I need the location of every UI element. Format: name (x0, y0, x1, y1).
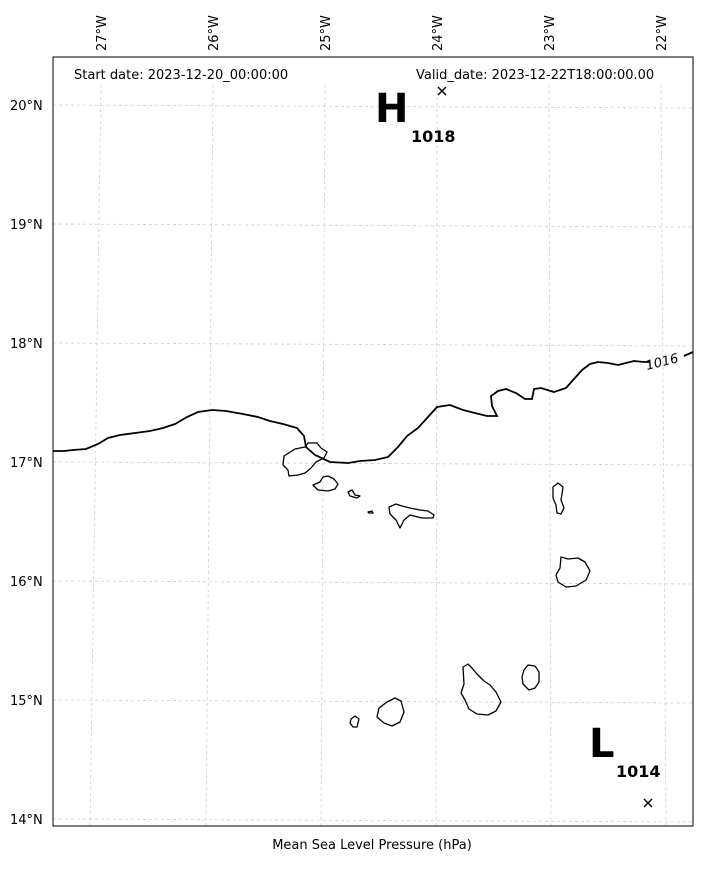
island-raso (367, 510, 374, 514)
island-maio (521, 664, 540, 691)
parallel-15n (52, 699, 694, 704)
lon-label-26w: 26°W (207, 15, 222, 51)
lat-label-14n: 14°N (10, 813, 43, 828)
start-date-label: Start date: 2023-12-20_00:00:00 (74, 68, 288, 83)
island-santiago (460, 663, 502, 716)
isobar-1016-line-tail (683, 351, 694, 357)
isobar-label-1016: 1016 (644, 351, 680, 374)
meridian-25w (320, 84, 326, 827)
lat-label-19n: 19°N (10, 218, 43, 233)
island-sao-vicente (312, 475, 339, 492)
island-boa-vista (555, 556, 591, 588)
island-sal (552, 482, 565, 515)
isobar-1016-line (53, 360, 650, 464)
parallel-17n (52, 461, 694, 466)
parallel-18n (52, 342, 694, 347)
lat-tick-labels: 20°N 19°N 18°N 17°N 16°N 15°N 14°N (10, 99, 43, 828)
lon-label-24w: 24°W (431, 15, 446, 51)
graticule (52, 84, 694, 827)
lon-tick-labels: 27°W 26°W 25°W 24°W 23°W 22°W (95, 15, 670, 51)
lon-label-22w: 22°W (655, 15, 670, 51)
island-santa-luzia (347, 489, 361, 499)
island-brava (349, 715, 360, 728)
parallel-16n (52, 580, 694, 585)
parallel-20n (52, 104, 694, 109)
lat-label-16n: 16°N (10, 575, 43, 590)
low-center-marker-icon (643, 798, 653, 808)
coastlines (282, 442, 591, 728)
lat-label-20n: 20°N (10, 99, 43, 114)
valid-date-label: Valid_date: 2023-12-22T18:00:00.00 (416, 68, 654, 83)
lon-label-23w: 23°W (543, 15, 558, 51)
map-frame (52, 56, 694, 827)
island-santo-antao (282, 442, 328, 477)
island-fogo (376, 697, 405, 727)
island-sao-nicolau (388, 503, 435, 529)
lat-label-17n: 17°N (10, 456, 43, 471)
lon-label-27w: 27°W (95, 15, 110, 51)
lat-label-18n: 18°N (10, 337, 43, 352)
meridian-23w (548, 84, 552, 827)
meridian-22w (660, 84, 667, 827)
lon-label-25w: 25°W (319, 15, 334, 51)
low-letter: L (589, 721, 615, 767)
map-caption: Mean Sea Level Pressure (hPa) (272, 838, 472, 853)
lat-label-15n: 15°N (10, 694, 43, 709)
high-center-marker-icon (437, 86, 447, 96)
meridian-24w (435, 84, 438, 827)
high-letter: H (375, 86, 408, 132)
high-pressure-center: H 1018 (375, 86, 456, 146)
high-value: 1018 (411, 127, 456, 146)
low-pressure-center: L 1014 (589, 721, 661, 808)
low-value: 1014 (616, 762, 661, 781)
meridian-27w (89, 84, 102, 827)
parallel-19n (52, 223, 694, 228)
meridian-26w (205, 84, 214, 827)
parallel-14n (52, 818, 694, 823)
